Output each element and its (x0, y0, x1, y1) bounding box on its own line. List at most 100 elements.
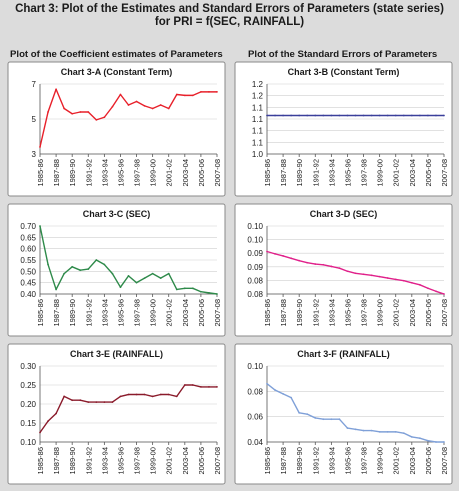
chart-3a-y-tick-label: 7 (32, 80, 37, 89)
chart-3c-data-point (135, 281, 138, 284)
chart-3e-data-point (143, 393, 146, 396)
chart-3b-data-point (394, 114, 397, 117)
chart-3d-data-point (362, 273, 365, 276)
chart-3a-data-point (47, 111, 49, 113)
chart-3a-data-point (119, 93, 122, 96)
chart-3a-data-point (87, 111, 90, 113)
chart-3f-panel: Chart 3-F (RAINFALL) 0.04 0.06 0.08 0.10 1985… (234, 343, 453, 485)
chart-3a-y-tick-label: 3 (32, 150, 37, 159)
chart-3e-data-point (208, 386, 210, 388)
chart-3f-data-point (443, 441, 445, 443)
chart-3f-data-point (266, 382, 268, 385)
chart-3c-data-point (39, 225, 41, 227)
chart-3e-x-tick-label: 1989-90 (68, 447, 77, 475)
chart-3c-data-point (87, 268, 90, 270)
chart-3d-data-point (370, 274, 373, 277)
chart-3e-title: Chart 3-E (RAINFALL) (70, 349, 163, 359)
chart-3d-data-point (378, 275, 381, 278)
chart-3d-x-tick-label: 1989-90 (295, 299, 304, 327)
chart-3f-data-point (435, 441, 437, 443)
chart-3c-x-tick-label: 1999-00 (149, 299, 158, 327)
chart-3b-x-tick-label: 2005-06 (424, 159, 433, 187)
chart-3a-x-tick-label: 2003-04 (181, 159, 190, 187)
chart-3a-x-tick-label: 1999-00 (149, 159, 158, 187)
chart-3a-data-point (39, 146, 41, 148)
chart-3f-x-tick-label: 1987-88 (279, 447, 288, 475)
chart-3a-x-tick-label: 1985-86 (36, 159, 45, 187)
chart-3b-data-point (346, 114, 349, 117)
chart-3e-data-point (200, 386, 202, 388)
chart-3f-data-point (290, 396, 293, 399)
chart-3c-data-point (103, 263, 106, 266)
chart-3e-x-tick-label: 2007-08 (213, 447, 222, 475)
chart-3e-x-tick-label: 2005-06 (197, 447, 206, 475)
chart-3b-x-tick-label: 1991-92 (311, 159, 320, 187)
chart-3d-data-point (354, 272, 357, 275)
chart-3d-x-tick-label: 1995-96 (343, 299, 352, 327)
chart-3b-data-point (298, 114, 301, 117)
chart-3e-data-point (95, 401, 98, 403)
chart-3a-x-tick-label: 1997-98 (133, 159, 142, 187)
chart-3e-data-point (39, 431, 41, 434)
chart-3c-y-tick-label: 0.55 (20, 256, 36, 265)
chart-3a-x-tick-label: 1987-88 (52, 159, 61, 187)
chart-3a-x-tick-label: 2005-06 (197, 159, 206, 187)
chart-3f-x-tick-label: 1989-90 (295, 447, 304, 475)
chart-3c-data-point (63, 272, 66, 275)
chart-3f-y-tick-label: 0.06 (247, 413, 263, 422)
chart-3c-data-point (151, 272, 154, 275)
chart-3d-x-tick-label: 1997-98 (360, 299, 369, 327)
chart-3d-data-point (427, 287, 429, 290)
chart-3a-x-tick-label: 1989-90 (68, 159, 77, 187)
chart-3e-x-tick-label: 1991-92 (84, 447, 93, 475)
chart-3e-data-point (135, 393, 138, 396)
chart-3b-x-tick-label: 2007-08 (440, 159, 449, 187)
chart-3c-x-tick-label: 2003-04 (181, 299, 190, 327)
chart-3e-data-point (55, 412, 57, 415)
chart-3c-y-tick-label: 0.70 (20, 222, 36, 231)
chart-3f-x-tick-label: 2007-08 (440, 447, 449, 475)
chart-3e-data-point (47, 420, 49, 422)
chart-3b-data-point (282, 114, 284, 117)
chart-3c-data-point (175, 288, 178, 291)
chart-3a-data-point (175, 93, 178, 96)
chart-3a-data-point (143, 104, 146, 107)
chart-3b-x-tick-label: 1985-86 (263, 159, 272, 187)
chart-3e-background (7, 343, 226, 485)
chart-3e-data-point (127, 393, 130, 396)
chart-3d-data-point (435, 290, 437, 293)
chart-3d-x-tick-label: 1993-94 (327, 299, 336, 327)
chart-3f-data-point (274, 389, 276, 391)
chart-3b-data-point (362, 114, 365, 117)
chart-3a-background (7, 61, 226, 197)
chart-3e-x-tick-label: 1995-96 (116, 447, 125, 475)
chart-3c-data-point (71, 265, 74, 268)
chart-3c-panel: Chart 3-C (SEC) 0.40 0.45 0.50 0.55 0.60 0.65 0… (7, 203, 226, 337)
chart-3f-title: Chart 3-F (RAINFALL) (297, 349, 390, 359)
chart-3b-data-point (330, 114, 333, 117)
chart-3e-data-point (151, 395, 154, 398)
chart-3f-data-point (427, 439, 429, 442)
chart-3a-data-point (71, 112, 74, 115)
chart-3a-data-point (111, 105, 114, 108)
chart-3c-y-tick-label: 0.60 (20, 245, 36, 254)
chart-3c-data-point (55, 288, 57, 291)
chart-3d-x-tick-label: 1985-86 (263, 299, 272, 327)
chart-3d-data-point (394, 278, 397, 281)
chart-3e-data-point (183, 384, 186, 386)
chart-3b-panel: Chart 3-B (Constant Term) 1.0 1.1 1.1 1.1 1.1… (234, 61, 453, 197)
chart-3b-data-point (402, 114, 405, 117)
chart-3d-y-tick-label: 0.09 (247, 263, 263, 272)
chart-3f-data-point (378, 430, 381, 433)
chart-3f-data-point (314, 417, 317, 419)
chart-3a-x-tick-label: 1991-92 (84, 159, 93, 187)
chart-3c-x-tick-label: 1985-86 (36, 299, 45, 327)
chart-3b-data-point (274, 114, 276, 117)
chart-3d-data-point (443, 293, 445, 295)
chart-3d-y-tick-label: 0.10 (247, 236, 263, 245)
chart-3d-x-tick-label: 2001-02 (392, 299, 401, 327)
chart-3a-data-point (159, 104, 162, 106)
chart-3f-data-point (418, 437, 421, 440)
chart-3e-y-tick-label: 0.25 (20, 381, 36, 390)
chart-3c-data-point (191, 287, 194, 290)
